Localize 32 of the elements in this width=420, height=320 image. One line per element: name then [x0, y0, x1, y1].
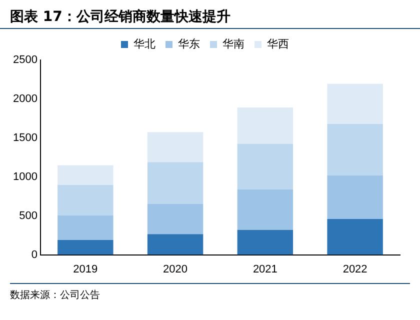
bar: [58, 185, 114, 216]
bar: [327, 175, 383, 219]
bar: [58, 215, 114, 240]
legend-label: 华南: [222, 38, 244, 51]
bar: [237, 189, 294, 230]
bar: [58, 165, 114, 186]
x-tick-label: 2021: [252, 263, 278, 276]
bar: [147, 204, 204, 234]
x-tick-label: 2020: [163, 263, 188, 276]
bar: [237, 144, 294, 190]
bar: [58, 240, 114, 255]
bar: [237, 230, 294, 255]
y-tick-label: 1500: [12, 132, 38, 144]
bar: [147, 132, 204, 162]
y-tick-label: 1000: [12, 170, 38, 183]
x-tick-label: 2022: [342, 263, 368, 276]
y-tick-label: 0: [31, 248, 38, 261]
bar: [327, 218, 383, 255]
legend-label: 华西: [267, 38, 289, 51]
bar: [327, 124, 383, 176]
chart-title: 图表 17：公司经销商数量快速提升: [0, 0, 420, 29]
bar: [147, 234, 204, 255]
source-note: 数据来源：公司公告: [10, 288, 101, 302]
legend-label: 华东: [178, 38, 200, 51]
bar: [237, 108, 294, 144]
legend-label: 华北: [134, 38, 156, 51]
bar: [327, 84, 383, 124]
y-tick-label: 2500: [12, 54, 38, 66]
x-tick-label: 2019: [73, 263, 98, 276]
y-tick-label: 2000: [12, 92, 38, 105]
bar: [147, 162, 204, 204]
y-tick-label: 500: [19, 210, 38, 222]
